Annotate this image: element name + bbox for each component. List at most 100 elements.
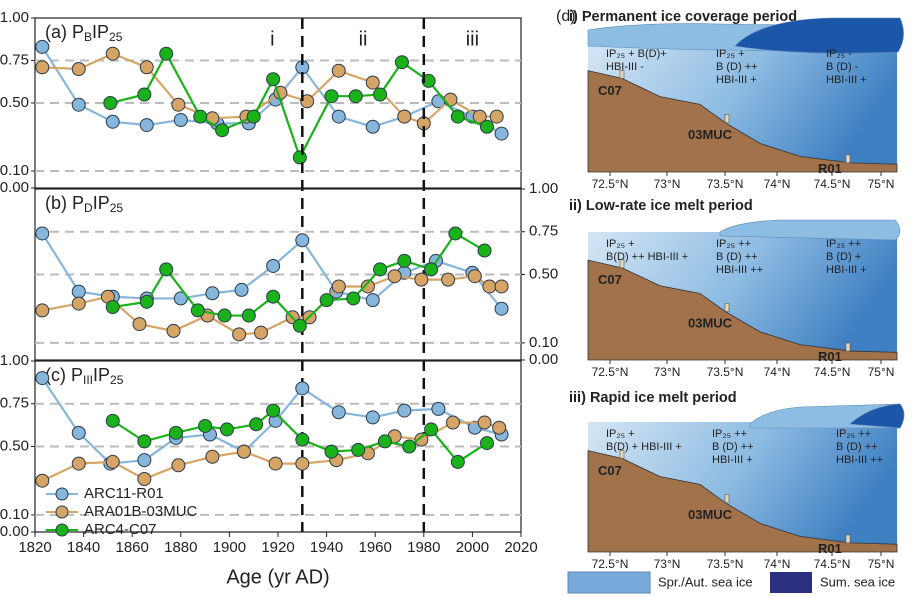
- site-marker: [724, 494, 730, 503]
- proxy-note: B (D) ++: [716, 251, 758, 263]
- latitude-label: 75°N: [868, 557, 895, 571]
- sea-ice: [734, 17, 904, 54]
- legend-label: ARC4-C07: [84, 521, 157, 538]
- panel-title: (a) PBIP25: [45, 22, 123, 44]
- data-point: [166, 323, 181, 338]
- site-name: R01: [818, 161, 842, 176]
- data-point: [479, 119, 494, 134]
- data-point: [365, 119, 380, 134]
- period-label: ii: [359, 28, 368, 50]
- section-title: i) Permanent ice coverage period: [569, 9, 797, 25]
- latitude-label: 72.5°N: [592, 177, 629, 191]
- data-point: [105, 114, 120, 129]
- data-point: [295, 432, 310, 447]
- proxy-note: HBI-III +: [826, 74, 867, 86]
- proxy-note: HBI-III +: [712, 454, 753, 466]
- proxy-note: HBI-III +: [826, 264, 867, 276]
- data-point: [331, 109, 346, 124]
- data-point: [494, 301, 509, 316]
- data-point: [241, 308, 256, 323]
- data-point: [71, 456, 86, 471]
- x-tick-label: 1980: [407, 539, 440, 556]
- data-point: [173, 113, 188, 127]
- data-point: [246, 109, 261, 124]
- data-point: [295, 233, 310, 248]
- data-point: [331, 405, 346, 420]
- data-point: [35, 473, 50, 488]
- latitude-label: 74.5°N: [814, 365, 851, 379]
- data-point: [139, 118, 154, 133]
- data-point: [171, 97, 186, 112]
- latitude-label: 73.5°N: [707, 557, 744, 571]
- data-point: [373, 262, 388, 277]
- data-point: [324, 89, 339, 104]
- data-point: [300, 94, 315, 109]
- diagram-label: (d): [556, 8, 576, 25]
- data-point: [397, 253, 412, 268]
- site-marker: [845, 342, 851, 352]
- data-point: [71, 284, 86, 299]
- proxy-note: IP₂₅ +: [716, 48, 745, 60]
- x-tick-label: 1880: [164, 539, 197, 556]
- title-part: 25: [109, 30, 123, 44]
- data-point: [219, 422, 234, 437]
- site-name: C07: [598, 272, 622, 287]
- data-point: [105, 299, 120, 314]
- proxy-note: IP₂₅ ++: [716, 238, 751, 250]
- land-profile: [587, 70, 898, 173]
- latitude-label: 73.5°N: [707, 177, 744, 191]
- data-point: [193, 109, 208, 124]
- data-point: [71, 62, 86, 76]
- data-point: [365, 293, 380, 308]
- data-point: [266, 258, 281, 273]
- data-point: [360, 279, 375, 294]
- data-point: [35, 303, 50, 318]
- latitude-label: 74°N: [764, 557, 791, 571]
- section-title: ii) Low-rate ice melt period: [569, 198, 753, 214]
- data-point: [443, 92, 458, 107]
- data-point: [105, 46, 120, 61]
- title-part: IP: [92, 22, 109, 42]
- site-name: R01: [818, 349, 842, 364]
- proxy-note: IP₂₅ ++: [826, 238, 861, 250]
- data-point: [365, 410, 380, 425]
- data-point: [331, 63, 346, 78]
- data-point: [292, 318, 307, 333]
- data-point: [482, 279, 497, 294]
- site-marker: [845, 154, 851, 164]
- proxy-note: IP₂₅ -: [826, 48, 852, 60]
- site-marker: [724, 303, 730, 312]
- data-point: [35, 39, 50, 54]
- data-point: [402, 439, 417, 454]
- data-point: [35, 226, 50, 241]
- y-tick-label: 0.75: [0, 395, 29, 412]
- y-tick-label: 0.10: [0, 506, 29, 523]
- title-part: III: [83, 373, 93, 387]
- proxy-note: B (D) ++: [712, 441, 754, 453]
- proxy-note: HBI-III ++: [716, 264, 763, 276]
- proxy-note: IP₂₅ +: [606, 428, 635, 440]
- data-point: [424, 422, 439, 437]
- latitude-label: 73°N: [654, 365, 681, 379]
- site-marker: [619, 70, 625, 79]
- data-point: [477, 415, 492, 430]
- series-line: [42, 52, 497, 125]
- latitude-label: 75°N: [868, 365, 895, 379]
- data-point: [421, 73, 436, 88]
- data-point: [137, 87, 152, 102]
- latitude-label: 74.5°N: [814, 557, 851, 571]
- latitude-label: 73°N: [654, 177, 681, 191]
- site-marker: [845, 534, 851, 544]
- data-point: [494, 279, 509, 294]
- latitude-label: 75°N: [868, 177, 895, 191]
- data-point: [217, 308, 232, 323]
- proxy-note: IP₂₅ +: [606, 238, 635, 250]
- data-point: [494, 126, 509, 141]
- data-point: [295, 456, 310, 471]
- title-part: IP: [93, 365, 110, 385]
- y-tick-label: 0.50: [0, 437, 29, 454]
- title-part: (a) P: [45, 22, 84, 42]
- title-part: B: [84, 30, 92, 44]
- data-point: [168, 425, 183, 440]
